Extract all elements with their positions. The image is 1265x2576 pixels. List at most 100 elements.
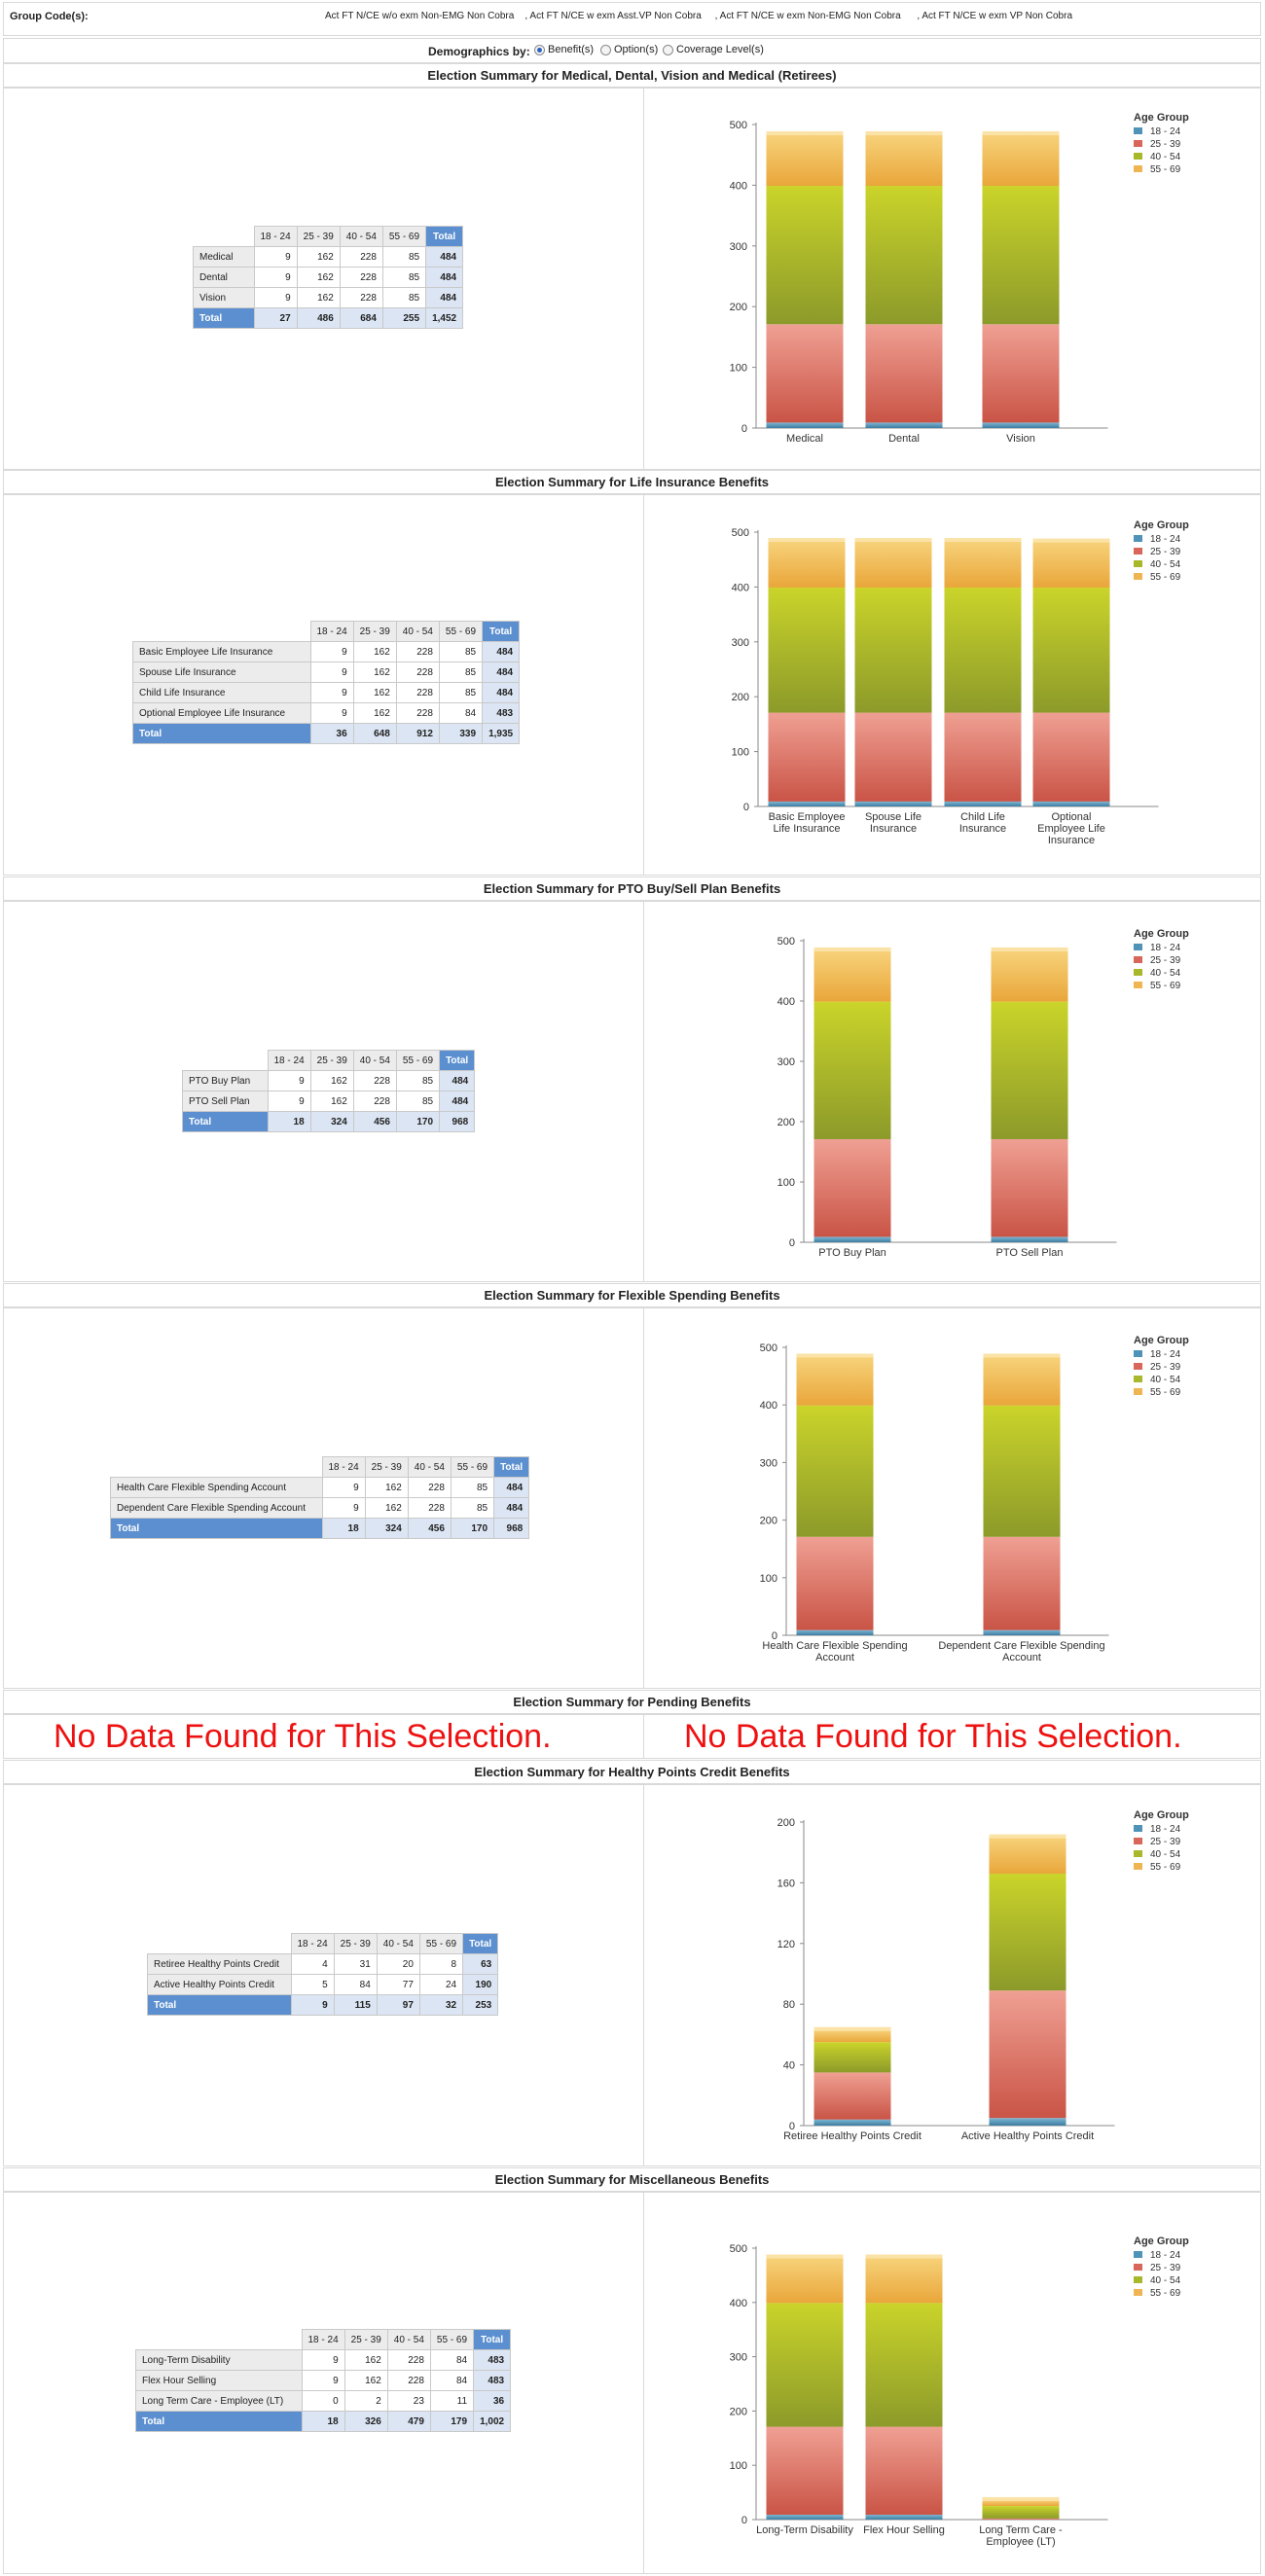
table-total-row: Total 9 115 97 32 253: [147, 1994, 499, 2016]
table-cell: 2: [343, 2390, 388, 2412]
column-header: 25 - 39: [309, 1050, 354, 1071]
table-cell: 162: [364, 1477, 409, 1498]
column-header-total: Total: [473, 2329, 512, 2350]
column-header: 18 - 24: [290, 1933, 335, 1954]
table-total-row: Total 27 486 684 255 1,452: [193, 307, 464, 329]
table-cell: 9: [253, 267, 298, 288]
group-codes-label: Group Code(s):: [10, 11, 89, 22]
radio-unselected-icon[interactable]: [600, 44, 611, 55]
total-cell: 253: [462, 1994, 499, 2016]
chart-panel: [643, 494, 1261, 876]
table-cell: 85: [438, 662, 484, 683]
table-cell: 4: [290, 1953, 335, 1975]
table-cell: 85: [395, 1091, 441, 1112]
table-cell: 9: [309, 641, 354, 662]
row-label: Long-Term Disability: [135, 2349, 303, 2371]
total-cell: 1,935: [482, 723, 521, 744]
table-cell: 228: [407, 1497, 452, 1519]
chart-panel: [643, 2192, 1261, 2574]
table-corner: [136, 2330, 303, 2350]
column-header: 40 - 54: [386, 2329, 431, 2350]
table-cell: 84: [438, 702, 484, 724]
row-total-cell: 484: [482, 682, 521, 703]
row-total-cell: 484: [425, 287, 464, 308]
column-header-total: Total: [425, 226, 464, 247]
column-header: 18 - 24: [267, 1050, 311, 1071]
table-header-row: 18 - 24 25 - 39 40 - 54 55 - 69 Total: [111, 1456, 530, 1478]
total-cell: 179: [429, 2411, 475, 2432]
table-row: Vision 9 162 228 85 484: [193, 287, 464, 308]
total-row-label: Total: [132, 723, 311, 744]
table-cell: 162: [309, 1070, 354, 1091]
radio-unselected-icon[interactable]: [663, 44, 673, 55]
table-corner: [194, 227, 255, 247]
total-cell: 324: [364, 1518, 409, 1539]
table-cell: 228: [339, 246, 383, 268]
table-cell: 9: [253, 246, 298, 268]
row-label: PTO Sell Plan: [182, 1091, 269, 1112]
total-cell: 32: [418, 1994, 464, 2016]
summary-table: 18 - 24 25 - 39 40 - 54 55 - 69 Total PTO Buy…: [182, 1050, 476, 1132]
table-cell: 85: [438, 682, 484, 703]
section-title: Election Summary for Pending Benefits: [3, 1690, 1261, 1714]
column-header: 18 - 24: [301, 2329, 345, 2350]
table-header-row: 18 - 24 25 - 39 40 - 54 55 - 69 Total: [194, 226, 464, 247]
radio-benefits[interactable]: Benefit(s): [534, 44, 594, 55]
summary-table: 18 - 24 25 - 39 40 - 54 55 - 69 Total Health …: [110, 1456, 530, 1539]
table-cell: 24: [418, 1974, 464, 1995]
table-row: Medical 9 162 228 85 484: [193, 246, 464, 268]
table-row: Flex Hour Selling 9 162 228 84 483: [135, 2370, 512, 2391]
table-corner: [183, 1051, 269, 1071]
row-label: Retiree Healthy Points Credit: [147, 1953, 292, 1975]
column-header: 18 - 24: [309, 621, 354, 642]
column-header: 55 - 69: [450, 1456, 495, 1478]
total-row-label: Total: [110, 1518, 323, 1539]
total-cell: 97: [376, 1994, 420, 2016]
table-row: PTO Sell Plan 9 162 228 85 484: [182, 1091, 476, 1112]
table-cell: 228: [395, 682, 440, 703]
row-label: Basic Employee Life Insurance: [132, 641, 311, 662]
table-cell: 228: [339, 287, 383, 308]
row-total-cell: 63: [462, 1953, 499, 1975]
table-row: PTO Buy Plan 9 162 228 85 484: [182, 1070, 476, 1091]
table-cell: 9: [309, 682, 354, 703]
table-cell: 162: [296, 246, 341, 268]
table-cell: 162: [352, 662, 397, 683]
table-header-row: 18 - 24 25 - 39 40 - 54 55 - 69 Total: [183, 1050, 476, 1071]
column-header: 55 - 69: [418, 1933, 464, 1954]
column-header: 40 - 54: [395, 621, 440, 642]
column-header: 18 - 24: [253, 226, 298, 247]
total-cell: 255: [381, 307, 427, 329]
table-corner: [111, 1457, 323, 1478]
table-corner: [133, 622, 311, 642]
table-total-row: Total 18 324 456 170 968: [110, 1518, 530, 1539]
radio-selected-icon[interactable]: [534, 44, 545, 55]
table-row: Child Life Insurance 9 162 228 85 484: [132, 682, 521, 703]
total-cell: 486: [296, 307, 341, 329]
table-cell: 85: [438, 641, 484, 662]
table-cell: 9: [301, 2349, 345, 2371]
total-row-label: Total: [182, 1111, 269, 1132]
table-cell: 228: [386, 2349, 431, 2371]
table-row: Dependent Care Flexible Spending Account…: [110, 1497, 530, 1519]
demographics-label: Demographics by:: [428, 45, 530, 58]
total-cell: 9: [290, 1994, 335, 2016]
table-cell: 228: [339, 267, 383, 288]
table-cell: 162: [343, 2349, 388, 2371]
radio-options[interactable]: Option(s): [600, 44, 658, 55]
radio-coverage-levels[interactable]: Coverage Level(s): [663, 44, 764, 55]
table-cell: 77: [376, 1974, 420, 1995]
chart-panel: [643, 1784, 1261, 2166]
row-total-cell: 484: [439, 1091, 476, 1112]
total-cell: 27: [253, 307, 298, 329]
table-cell: 9: [321, 1477, 366, 1498]
table-cell: 31: [333, 1953, 378, 1975]
column-header-total: Total: [482, 621, 521, 642]
table-cell: 84: [429, 2370, 475, 2391]
column-header: 40 - 54: [407, 1456, 452, 1478]
row-total-cell: 483: [482, 702, 521, 724]
column-header: 40 - 54: [339, 226, 383, 247]
total-cell: 648: [352, 723, 397, 744]
row-total-cell: 483: [473, 2370, 512, 2391]
summary-table: 18 - 24 25 - 39 40 - 54 55 - 69 Total Long-Te…: [135, 2329, 512, 2432]
